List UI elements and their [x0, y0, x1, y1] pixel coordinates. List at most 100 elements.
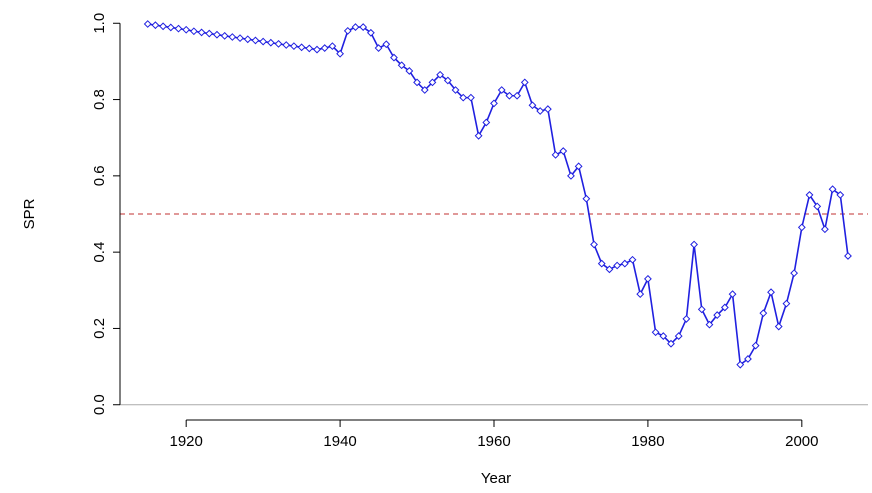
data-point [305, 44, 314, 53]
y-tick-label: 0.6 [91, 165, 108, 186]
data-point [359, 23, 368, 31]
data-point [751, 341, 760, 350]
x-axis-label: Year [481, 470, 511, 487]
data-point [474, 131, 483, 140]
data-point [559, 147, 568, 155]
data-point [451, 86, 460, 94]
data-point [213, 30, 221, 39]
data-point [720, 303, 729, 312]
y-axis-label: SPR [21, 198, 38, 229]
data-point [490, 99, 498, 108]
data-point [567, 171, 575, 180]
data-point [497, 86, 506, 94]
x-tick-label: 1980 [631, 433, 664, 450]
data-point [543, 105, 552, 114]
data-point [220, 31, 229, 40]
y-tick-label: 0.4 [91, 242, 108, 263]
x-tick-label: 2000 [785, 433, 818, 450]
data-point [797, 223, 806, 232]
data-point [551, 150, 560, 159]
data-point [774, 322, 783, 331]
data-point [513, 91, 521, 100]
data-point [166, 23, 175, 32]
data-point [667, 339, 675, 348]
data-point [382, 40, 391, 49]
data-point [736, 360, 745, 369]
data-point [644, 274, 652, 283]
data-point [436, 70, 445, 79]
data-point [744, 355, 752, 363]
data-point [243, 35, 252, 44]
data-point [651, 328, 660, 337]
y-tick-label: 0.2 [91, 318, 108, 339]
data-point [813, 202, 822, 211]
data-point [790, 269, 799, 278]
data-point [713, 311, 722, 320]
data-point [336, 49, 344, 58]
x-tick-label: 1960 [477, 433, 510, 450]
data-point [351, 23, 360, 31]
data-point [697, 305, 706, 314]
data-point [482, 118, 491, 127]
data-point [143, 20, 152, 28]
data-point [297, 43, 306, 52]
data-point [782, 299, 791, 308]
data-point [574, 162, 583, 171]
y-tick-label: 0.0 [91, 394, 108, 415]
data-point [705, 320, 714, 329]
y-tick-label: 1.0 [91, 13, 108, 34]
data-point [459, 93, 468, 102]
data-point [805, 191, 814, 199]
data-point [844, 252, 852, 260]
data-point [290, 42, 298, 51]
data-point [820, 225, 829, 234]
data-point [251, 36, 260, 45]
data-point [636, 290, 645, 299]
data-point [613, 261, 622, 270]
data-point [266, 38, 275, 47]
data-point [282, 41, 291, 49]
data-point [836, 191, 845, 199]
data-point [582, 194, 591, 203]
data-point [759, 309, 768, 318]
data-point [420, 86, 429, 94]
data-point [343, 26, 352, 35]
data-point [413, 78, 421, 87]
data-point [366, 28, 375, 37]
data-point [505, 91, 514, 100]
data-point [228, 33, 237, 41]
data-point [628, 255, 637, 264]
data-point [328, 42, 337, 51]
data-point [536, 107, 545, 115]
data-point [520, 78, 529, 87]
data-point [690, 240, 698, 249]
data-point [151, 21, 160, 30]
data-point [605, 265, 614, 274]
x-tick-label: 1920 [169, 433, 202, 450]
data-point [159, 22, 168, 31]
data-point [428, 78, 437, 87]
data-point [236, 34, 244, 43]
data-point [674, 332, 683, 340]
data-point [828, 185, 837, 194]
data-point [443, 76, 452, 85]
data-point [397, 61, 406, 70]
data-point [682, 314, 691, 323]
data-point [374, 44, 383, 52]
series-line [147, 23, 849, 367]
x-tick-label: 1940 [323, 433, 356, 450]
data-point [259, 37, 268, 46]
data-point [728, 290, 737, 299]
data-point [467, 93, 475, 102]
data-point [313, 45, 321, 54]
data-point [174, 24, 183, 33]
data-point [528, 101, 537, 110]
data-point [182, 25, 191, 34]
data-point [274, 39, 283, 48]
data-point [597, 259, 606, 268]
data-point [390, 53, 398, 62]
data-point [590, 240, 598, 249]
data-point [320, 44, 329, 52]
data-point [405, 67, 414, 75]
